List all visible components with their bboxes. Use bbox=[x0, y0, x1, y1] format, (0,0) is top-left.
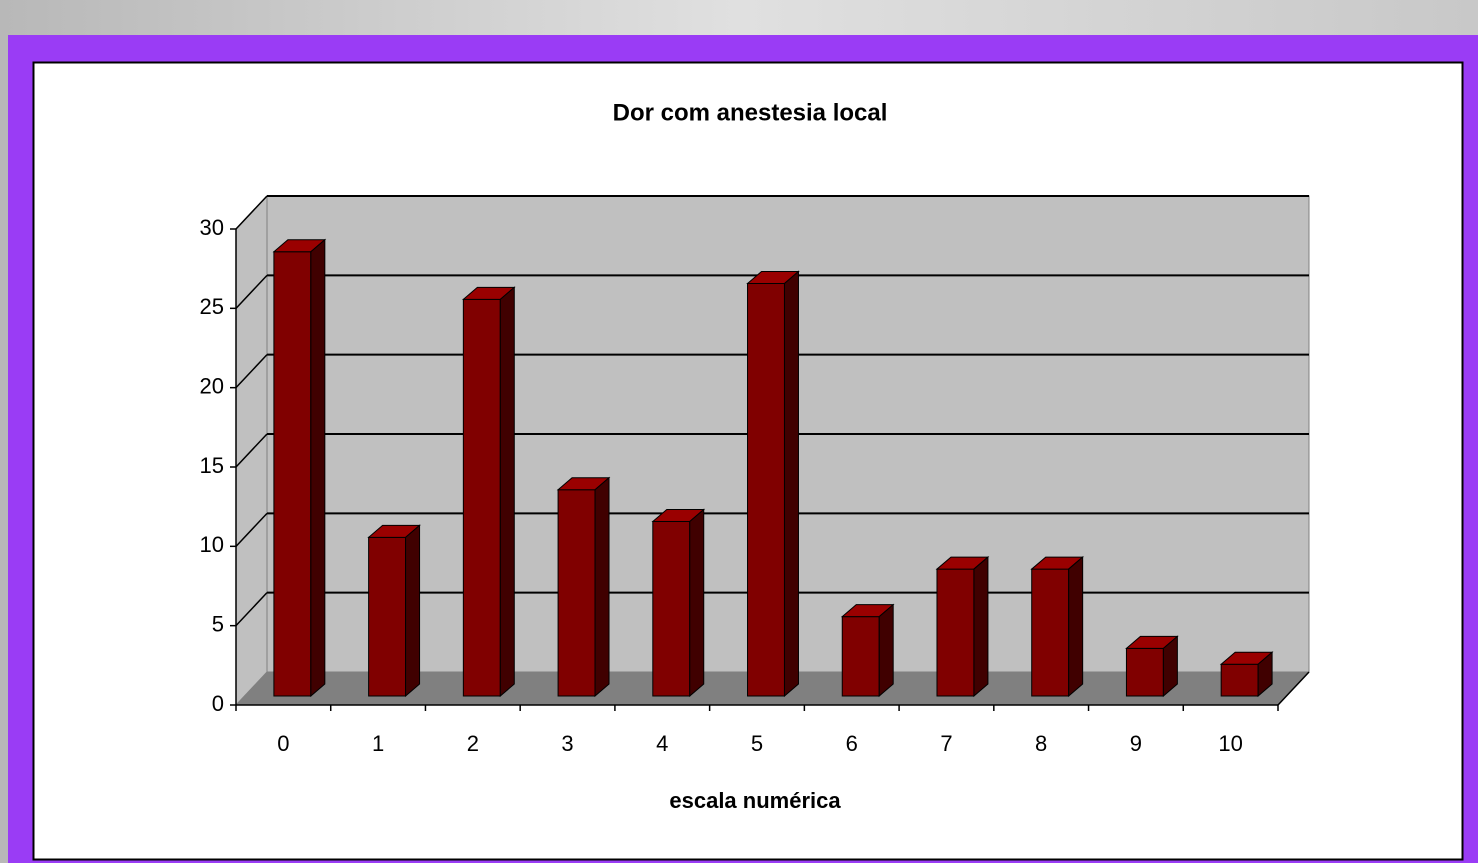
bar-front bbox=[462, 298, 501, 697]
bar bbox=[746, 270, 800, 698]
y-tick-label: 10 bbox=[200, 532, 224, 557]
bar-front bbox=[273, 251, 312, 697]
bar-side bbox=[973, 555, 989, 698]
bar-side bbox=[783, 270, 799, 698]
grid-line bbox=[235, 592, 268, 627]
bar-side bbox=[594, 476, 610, 698]
x-tick-label: 2 bbox=[467, 731, 479, 756]
y-tick-label: 25 bbox=[200, 294, 224, 319]
x-tick-label: 4 bbox=[656, 731, 668, 756]
bar-front bbox=[557, 489, 596, 697]
x-tick-label: 7 bbox=[940, 731, 952, 756]
bar-side bbox=[878, 603, 894, 698]
y-tick-label: 5 bbox=[212, 611, 224, 636]
bar-front bbox=[841, 616, 880, 697]
bar-side bbox=[1068, 555, 1084, 698]
bar bbox=[367, 524, 421, 698]
chart-title: Dor com anestesia local bbox=[613, 99, 888, 126]
x-tick-label: 6 bbox=[846, 731, 858, 756]
x-axis-label: escala numérica bbox=[669, 788, 841, 813]
bar bbox=[1030, 555, 1085, 698]
x-tick-label: 3 bbox=[561, 731, 573, 756]
bar-front bbox=[1125, 647, 1164, 697]
plot: 0 5 10 15 20 25 30 0 1 2 3 4 5 6 7 8 9 10 bbox=[200, 195, 1310, 756]
bar-side bbox=[310, 238, 326, 698]
bar-side bbox=[499, 286, 515, 698]
bar-side bbox=[1162, 635, 1178, 698]
x-tick-label: 10 bbox=[1218, 731, 1242, 756]
grid-line bbox=[235, 274, 268, 309]
bar-front bbox=[368, 536, 407, 697]
bar-front bbox=[1220, 663, 1259, 697]
bar bbox=[461, 286, 516, 698]
y-tick-label: 15 bbox=[200, 453, 224, 478]
x-tick-label: 5 bbox=[751, 731, 763, 756]
bar bbox=[840, 603, 895, 698]
floor-edge bbox=[1277, 671, 1310, 706]
y-tick-label: 0 bbox=[212, 691, 224, 716]
bar-front bbox=[747, 282, 785, 697]
bar-side bbox=[1257, 651, 1273, 698]
bar-side bbox=[405, 524, 421, 698]
bar bbox=[1219, 651, 1274, 698]
grid-line bbox=[235, 433, 268, 468]
x-tick-label: 1 bbox=[372, 731, 384, 756]
grid-line bbox=[235, 512, 268, 547]
y-tick-label: 20 bbox=[200, 373, 224, 398]
bar-front bbox=[652, 520, 691, 697]
bar-front bbox=[1031, 568, 1070, 697]
x-tick-label: 9 bbox=[1130, 731, 1142, 756]
bar bbox=[272, 238, 327, 698]
bar bbox=[556, 476, 611, 698]
y-tick-label: 30 bbox=[200, 215, 224, 240]
bar-front bbox=[936, 568, 975, 697]
bar bbox=[935, 555, 990, 698]
bar bbox=[1125, 635, 1179, 698]
grid-line bbox=[235, 354, 268, 389]
bar bbox=[651, 508, 706, 698]
x-tick-label: 8 bbox=[1035, 731, 1047, 756]
bar-side bbox=[689, 508, 705, 698]
grid-line bbox=[235, 195, 268, 230]
x-tick-label: 0 bbox=[277, 731, 289, 756]
